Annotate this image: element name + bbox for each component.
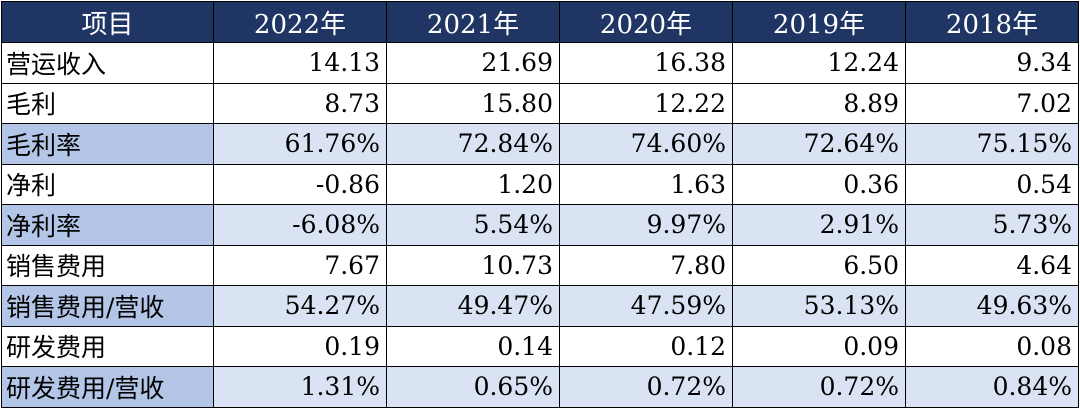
table-cell: 0.19 [213, 325, 387, 367]
table-cell: 5.54% [386, 204, 560, 246]
table-row: 营运收入 14.13 21.69 16.38 12.24 9.34 [1, 42, 1079, 84]
table-cell: 5.73% [905, 204, 1079, 246]
header-item: 项目 [1, 1, 214, 43]
table-cell: 8.89 [732, 82, 906, 124]
row-label: 净利 [1, 163, 214, 205]
table-row: 毛利率 61.76% 72.84% 74.60% 72.64% 75.15% [1, 123, 1079, 165]
table-cell: 4.64 [905, 244, 1079, 286]
table-row: 销售费用/营收 54.27% 49.47% 47.59% 53.13% 49.6… [1, 285, 1079, 327]
table-cell: 0.09 [732, 325, 906, 367]
table-body: 营运收入 14.13 21.69 16.38 12.24 9.34 毛利 8.7… [1, 42, 1079, 408]
table-cell: 0.72% [559, 366, 733, 408]
table-row: 净利率 -6.08% 5.54% 9.97% 2.91% 5.73% [1, 204, 1079, 246]
table-cell: 7.67 [213, 244, 387, 286]
table-cell: 0.08 [905, 325, 1079, 367]
table-row: 净利 -0.86 1.20 1.63 0.36 0.54 [1, 163, 1079, 205]
header-year-2019: 2019年 [732, 1, 906, 43]
table-cell: -6.08% [213, 204, 387, 246]
table-cell: 6.50 [732, 244, 906, 286]
table-cell: 0.84% [905, 366, 1079, 408]
row-label: 研发费用/营收 [1, 366, 214, 408]
table-cell: 61.76% [213, 123, 387, 165]
table-cell: 16.38 [559, 42, 733, 84]
table-cell: 9.34 [905, 42, 1079, 84]
header-year-2021: 2021年 [386, 1, 560, 43]
table-cell: 2.91% [732, 204, 906, 246]
table-cell: 10.73 [386, 244, 560, 286]
table-cell: 74.60% [559, 123, 733, 165]
table-row: 研发费用/营收 1.31% 0.65% 0.72% 0.72% 0.84% [1, 366, 1079, 408]
table-cell: 0.72% [732, 366, 906, 408]
table-cell: 49.47% [386, 285, 560, 327]
row-label: 营运收入 [1, 42, 214, 84]
table-cell: 0.54 [905, 163, 1079, 205]
table-cell: 47.59% [559, 285, 733, 327]
table-cell: 12.22 [559, 82, 733, 124]
row-label: 研发费用 [1, 325, 214, 367]
table-cell: 21.69 [386, 42, 560, 84]
table-row: 毛利 8.73 15.80 12.22 8.89 7.02 [1, 82, 1079, 124]
table-cell: 49.63% [905, 285, 1079, 327]
table-cell: 75.15% [905, 123, 1079, 165]
table-cell: 12.24 [732, 42, 906, 84]
table-cell: 1.20 [386, 163, 560, 205]
row-label: 销售费用 [1, 244, 214, 286]
header-row: 项目 2022年 2021年 2020年 2019年 2018年 [1, 1, 1079, 43]
row-label: 毛利率 [1, 123, 214, 165]
table-row: 销售费用 7.67 10.73 7.80 6.50 4.64 [1, 244, 1079, 286]
row-label: 净利率 [1, 204, 214, 246]
table-cell: 7.02 [905, 82, 1079, 124]
table-cell: 0.14 [386, 325, 560, 367]
table-cell: 53.13% [732, 285, 906, 327]
table-header: 项目 2022年 2021年 2020年 2019年 2018年 [1, 1, 1079, 43]
row-label: 销售费用/营收 [1, 285, 214, 327]
header-year-2020: 2020年 [559, 1, 733, 43]
header-year-2022: 2022年 [213, 1, 387, 43]
table-cell: 9.97% [559, 204, 733, 246]
table-cell: 8.73 [213, 82, 387, 124]
table-cell: 15.80 [386, 82, 560, 124]
table-cell: 0.12 [559, 325, 733, 367]
table-cell: 72.84% [386, 123, 560, 165]
header-year-2018: 2018年 [905, 1, 1079, 43]
table-cell: 7.80 [559, 244, 733, 286]
table-cell: 72.64% [732, 123, 906, 165]
table-row: 研发费用 0.19 0.14 0.12 0.09 0.08 [1, 325, 1079, 367]
table-cell: 54.27% [213, 285, 387, 327]
table-cell: 1.63 [559, 163, 733, 205]
table-cell: 0.36 [732, 163, 906, 205]
table-cell: 0.65% [386, 366, 560, 408]
row-label: 毛利 [1, 82, 214, 124]
table-cell: 1.31% [213, 366, 387, 408]
table-cell: -0.86 [213, 163, 387, 205]
table-cell: 14.13 [213, 42, 387, 84]
